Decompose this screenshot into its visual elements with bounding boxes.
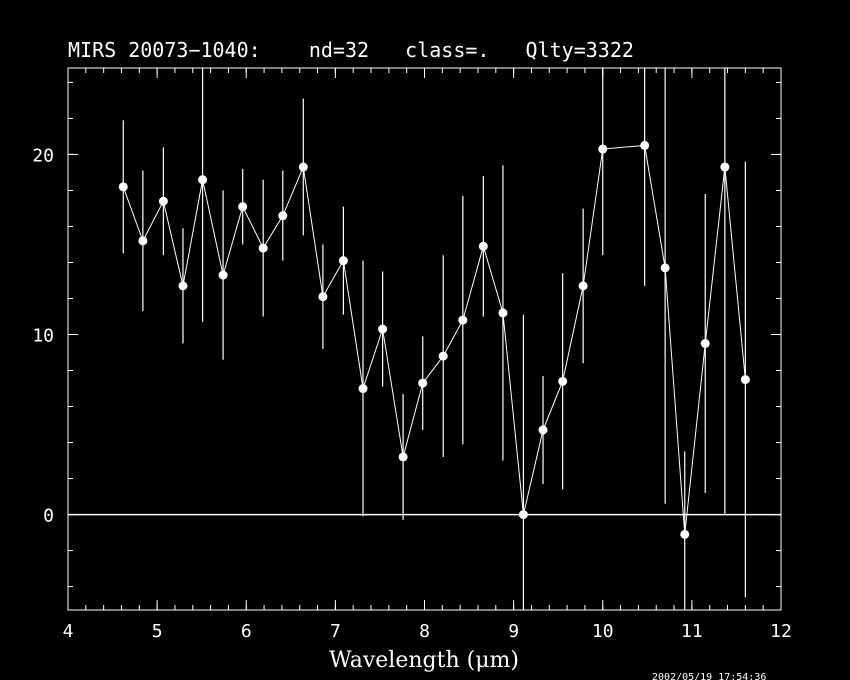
data-point [438, 351, 448, 361]
data-point [238, 202, 248, 212]
data-point [398, 452, 408, 462]
data-point [558, 376, 568, 386]
data-point [318, 292, 328, 302]
data-point [298, 162, 308, 172]
x-tick-label: 12 [770, 621, 792, 642]
data-point [258, 243, 268, 253]
data-point [578, 281, 588, 291]
data-point [278, 211, 288, 221]
data-point [338, 256, 348, 266]
data-point [740, 375, 750, 385]
data-point [700, 339, 710, 349]
data-point [378, 324, 388, 334]
x-tick-label: 6 [241, 621, 252, 642]
data-point [680, 529, 690, 539]
x-tick-label: 4 [63, 621, 74, 642]
y-tick-label: 20 [32, 145, 54, 166]
data-point [538, 425, 548, 435]
plot-area [118, 68, 750, 610]
x-tick-label: 10 [592, 621, 614, 642]
data-point [198, 175, 208, 185]
data-point [218, 270, 228, 280]
x-tick-label: 8 [419, 621, 430, 642]
x-tick-label: 5 [152, 621, 163, 642]
x-tick-label: 9 [508, 621, 519, 642]
data-point [598, 144, 608, 154]
x-tick-label: 11 [681, 621, 703, 642]
timestamp: 2002/05/19 17:54:36 [652, 672, 766, 680]
chart-title: MIRS 20073−1040: nd=32 class=. Qlty=3322 [68, 38, 634, 62]
data-point [478, 241, 488, 251]
y-tick-label: 0 [43, 506, 54, 527]
data-line [122, 144, 746, 535]
data-point [178, 281, 188, 291]
data-point [458, 315, 468, 325]
x-tick-label: 7 [330, 621, 341, 642]
data-point [358, 384, 368, 394]
y-tick-label: 10 [32, 325, 54, 346]
data-point [118, 182, 128, 192]
plot-frame [67, 67, 782, 611]
data-point [720, 162, 730, 172]
data-point [418, 378, 428, 388]
data-point [660, 263, 670, 273]
data-point [158, 196, 168, 206]
x-axis-label: Wavelength (μm) [329, 648, 519, 673]
data-point [498, 308, 508, 318]
data-point [518, 510, 528, 520]
data-point [640, 140, 650, 150]
data-point [138, 236, 148, 246]
